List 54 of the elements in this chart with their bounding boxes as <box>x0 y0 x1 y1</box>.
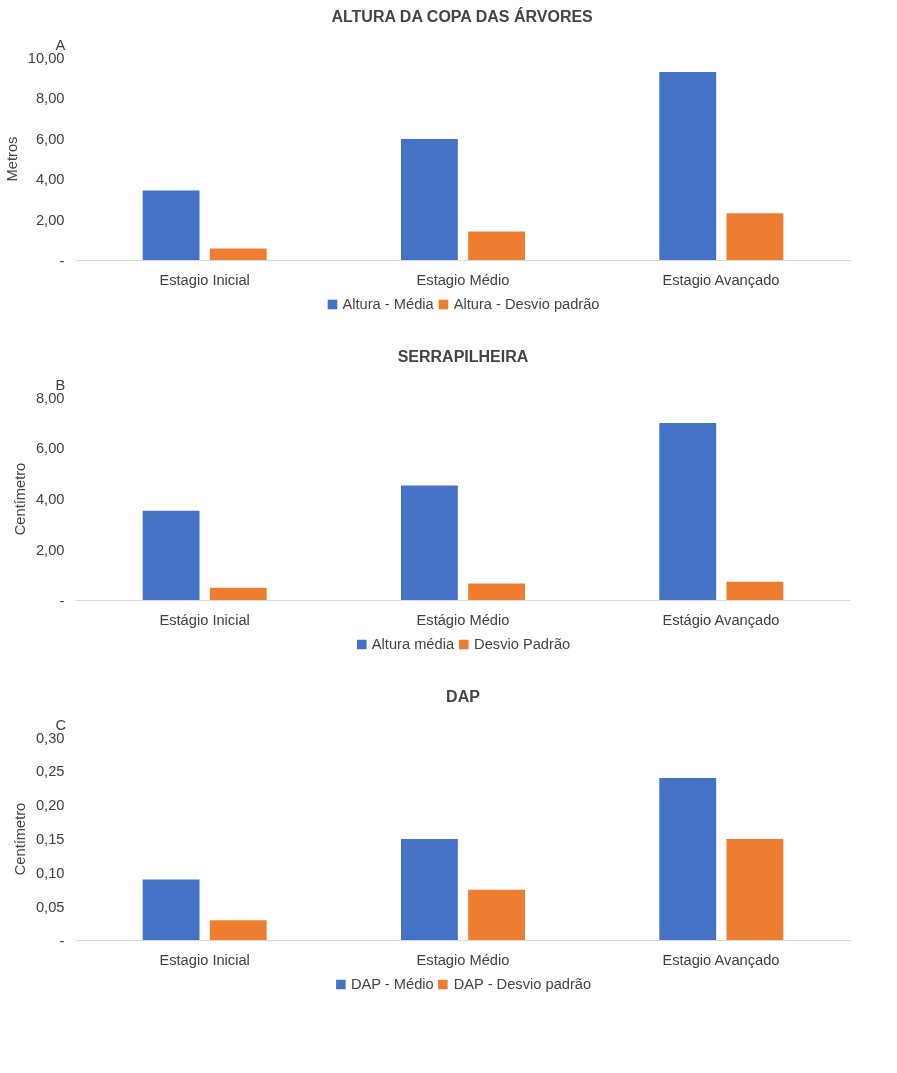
x-tick-label: Estágio Médio <box>416 611 510 628</box>
bar <box>726 581 784 601</box>
y-tick-label: 6,00 <box>35 440 65 457</box>
x-tick-label: Estagio Médio <box>416 951 510 968</box>
y-tick-label: 0,15 <box>35 831 65 847</box>
y-axis-title: Metros <box>3 136 20 182</box>
y-tick-label: 4,00 <box>35 171 65 188</box>
bar <box>726 213 784 261</box>
bar <box>659 422 717 601</box>
bar <box>468 583 525 601</box>
bar <box>401 138 458 261</box>
x-tick-label: Estagio Médio <box>416 271 510 288</box>
y-axis-title: Centímetro <box>11 802 28 876</box>
legend-label: Altura média <box>371 636 455 652</box>
y-tick-label: 0,20 <box>35 797 65 814</box>
y-tick-label: - <box>59 592 65 609</box>
bar <box>142 879 200 941</box>
y-tick-label: 0,10 <box>35 864 65 881</box>
x-tick-label: Estagio Avançado <box>662 271 780 288</box>
y-tick-label: 6,00 <box>35 130 65 147</box>
bar <box>142 510 200 601</box>
bar <box>401 485 458 601</box>
y-tick-label: 2,00 <box>35 211 65 228</box>
legend-label: Desvio Padrão <box>474 636 571 652</box>
y-tick-label: - <box>59 932 65 949</box>
y-tick-label: 8,00 <box>35 90 65 107</box>
bar <box>209 248 267 261</box>
x-tick-label: Estagio Avançado <box>662 951 780 968</box>
y-tick-label: 0,25 <box>35 763 65 780</box>
bar <box>659 778 717 941</box>
y-axis-title: Centímetro <box>11 462 28 536</box>
legend-label: DAP - Médio <box>350 976 434 992</box>
y-tick-label: 2,00 <box>35 541 65 558</box>
x-tick-label: Estagio Inicial <box>159 951 250 968</box>
x-tick-label: Estágio Inicial <box>159 611 250 628</box>
bar <box>142 190 200 261</box>
legend-label: DAP - Desvio padrão <box>453 976 592 992</box>
y-tick-label: - <box>59 252 65 269</box>
bar <box>209 920 267 941</box>
chart-title: DAP <box>446 687 481 705</box>
y-tick-label: 4,00 <box>35 491 65 507</box>
bar <box>209 587 267 601</box>
chart-title: ALTURA DA COPA DAS ÁRVORES <box>331 6 594 25</box>
x-tick-label: Estágio Avançado <box>662 611 780 628</box>
y-tick-label: 0,05 <box>35 898 65 915</box>
chart-title: SERRAPILHEIRA <box>397 347 529 365</box>
x-tick-label: Estagio Inicial <box>159 271 250 288</box>
bar <box>468 889 525 941</box>
bar <box>726 839 784 941</box>
legend-label: Altura - Desvio padrão <box>453 296 600 312</box>
bar <box>659 71 717 261</box>
bar <box>468 231 525 261</box>
legend-label: Altura - Média <box>342 296 434 312</box>
bar <box>401 839 458 941</box>
